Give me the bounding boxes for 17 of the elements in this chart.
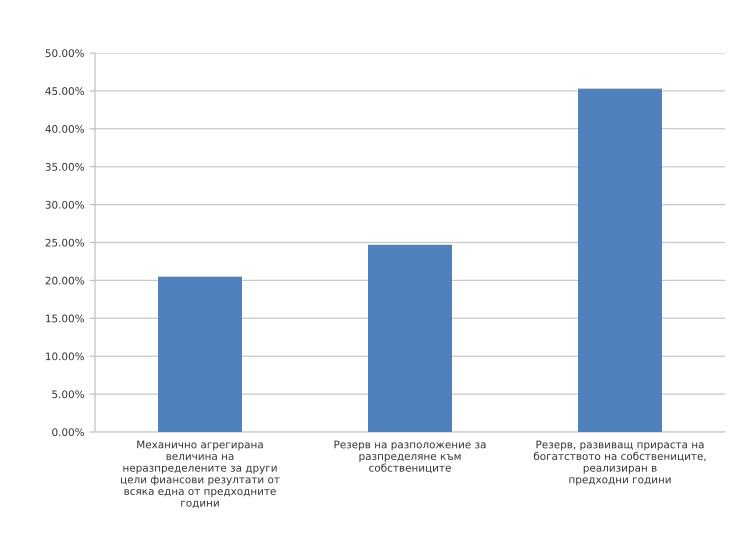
bar <box>158 276 242 432</box>
y-tick-label: 45.00% <box>45 87 84 96</box>
x-tick-label: Механично агрегирана величина на неразпределените за други цели фиансови резултати от всяка една от предходните години <box>121 440 280 508</box>
y-tick-label: 15.00% <box>46 314 84 322</box>
x-tick-label: Резерв на разположение за разпределяне към собствениците <box>334 440 486 474</box>
x-tick-label: Резерв, развиващ прираста на богатството на собствениците, реализиран в предходни години <box>534 440 706 486</box>
y-tick-label: 40.00% <box>45 125 84 133</box>
y-tick-label: 5.00% <box>52 390 84 398</box>
bar <box>368 244 452 432</box>
y-tick-label: 30.00% <box>46 200 84 209</box>
y-tick-label: 25.00% <box>46 238 84 247</box>
y-tick-label: 10.00% <box>46 352 84 360</box>
y-tick-label: 50.00% <box>46 49 84 58</box>
bar <box>578 88 662 432</box>
y-tick-label: 35.00% <box>46 162 84 171</box>
y-tick-label: 0.00% <box>52 428 84 436</box>
y-tick-label: 20.00% <box>46 276 84 285</box>
